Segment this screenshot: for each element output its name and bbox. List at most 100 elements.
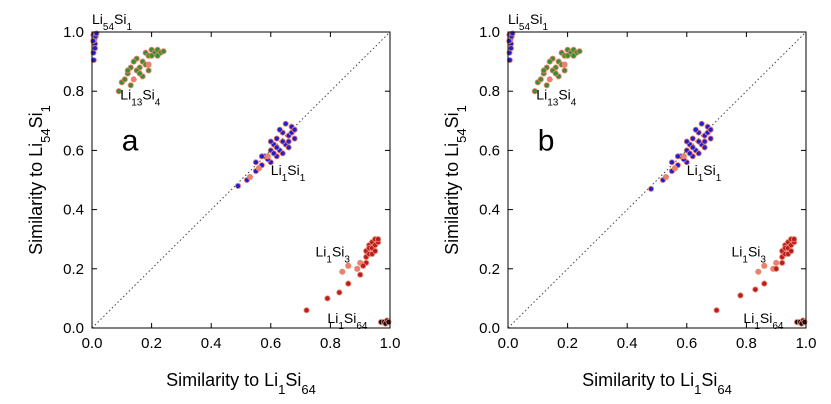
data-point xyxy=(345,280,352,287)
series-intermediate xyxy=(546,61,780,275)
data-point xyxy=(282,120,289,127)
data-point xyxy=(270,150,277,157)
y-axis-label: Similarity to Li54Si1 xyxy=(442,105,469,255)
y-tick-label: 0.4 xyxy=(479,202,500,219)
series-Li1Si1 xyxy=(234,120,298,189)
y-tick-label: 0.2 xyxy=(479,261,500,278)
chart-panel-b: 0.0 0.2 0.4 0.6 0.8 1.0 0.0 0.2 0.4 0.6 0.8 1.0 Simi… xyxy=(416,0,831,404)
annotation-label: Li1Si1 xyxy=(687,162,722,184)
x-tick-label: 0.8 xyxy=(736,335,757,352)
data-point xyxy=(234,182,242,189)
data-point xyxy=(552,70,559,77)
annotation-label: Li1Si64 xyxy=(743,310,783,332)
data-point xyxy=(258,153,265,160)
x-axis-label: Similarity to Li1Si64 xyxy=(582,370,732,397)
data-point xyxy=(674,153,681,160)
data-point xyxy=(701,138,708,145)
data-point xyxy=(788,247,795,255)
data-point xyxy=(124,67,131,74)
series-dilute xyxy=(713,265,780,314)
data-point xyxy=(360,262,367,269)
series-Li54Si1 xyxy=(506,30,516,64)
series-Li1Si64 xyxy=(378,317,392,327)
x-tick-label: 1.0 xyxy=(796,335,817,352)
data-point xyxy=(357,271,364,278)
y-tick-label: 1.0 xyxy=(63,24,84,41)
data-point xyxy=(273,135,280,142)
data-point xyxy=(564,52,571,59)
data-point xyxy=(324,295,331,302)
x-tick-label: 0.6 xyxy=(676,335,697,352)
data-point xyxy=(761,262,768,269)
data-point xyxy=(680,153,687,160)
data-point xyxy=(647,185,655,192)
data-point xyxy=(779,259,786,266)
plot-frame xyxy=(91,31,391,329)
annotation-label: Li1Si1 xyxy=(271,162,306,184)
y-tick-label: 1.0 xyxy=(479,24,500,41)
data-point xyxy=(91,45,99,52)
data-point xyxy=(279,138,286,145)
data-point xyxy=(773,265,780,272)
data-point xyxy=(267,138,274,145)
x-tick-label: 0.0 xyxy=(498,335,519,352)
y-tick-label: 0.8 xyxy=(479,83,500,100)
annotation-label: Li1Si64 xyxy=(327,310,367,332)
data-point xyxy=(761,280,768,287)
data-point xyxy=(689,135,696,142)
series-Li1Si64 xyxy=(794,317,808,327)
data-point xyxy=(279,150,286,157)
annotation-label: Li1Si3 xyxy=(316,244,351,266)
data-point xyxy=(561,61,568,68)
data-point xyxy=(291,126,298,133)
y-tick-label: 0.0 xyxy=(479,320,500,337)
x-tick-label: 0.2 xyxy=(557,335,578,352)
data-point xyxy=(546,58,553,65)
data-point xyxy=(148,52,155,59)
data-point xyxy=(543,82,550,89)
data-point xyxy=(303,307,310,314)
data-point xyxy=(662,173,669,181)
annotation-label: Li54Si1 xyxy=(508,11,548,33)
data-point xyxy=(154,52,161,59)
data-point xyxy=(695,138,702,145)
annotation-label: Li1Si3 xyxy=(732,244,767,266)
x-axis-label: Similarity to Li1Si64 xyxy=(166,370,316,397)
data-point xyxy=(683,138,690,145)
data-point xyxy=(707,126,714,133)
data-point xyxy=(698,120,705,127)
annotation-label: Li54Si1 xyxy=(92,11,132,33)
x-tick-label: 0.0 xyxy=(82,335,103,352)
data-point xyxy=(121,76,128,83)
data-point xyxy=(130,58,137,65)
y-tick-label: 0.2 xyxy=(63,261,84,278)
data-point xyxy=(561,67,568,74)
x-tick-label: 0.4 xyxy=(201,335,222,352)
data-point xyxy=(576,48,583,55)
x-tick-label: 0.2 xyxy=(141,335,162,352)
data-point xyxy=(668,159,675,166)
data-point xyxy=(537,76,544,83)
data-point xyxy=(686,150,693,157)
data-point xyxy=(372,247,379,255)
x-tick-label: 0.6 xyxy=(260,335,281,352)
data-point xyxy=(689,144,696,151)
y-tick-label: 0.4 xyxy=(63,202,84,219)
data-point xyxy=(546,76,553,83)
data-point xyxy=(692,126,699,133)
data-point xyxy=(354,265,361,272)
data-point xyxy=(507,45,515,52)
chart-panel-a: 0.0 0.2 0.4 0.6 0.8 1.0 0.0 0.2 0.4 0.6 0.8 1.0 Simi… xyxy=(26,11,400,397)
series-intermediate xyxy=(130,61,364,275)
data-point xyxy=(701,144,708,151)
data-point xyxy=(276,126,283,133)
data-point xyxy=(285,138,292,145)
data-point xyxy=(90,37,97,44)
data-point xyxy=(115,88,122,95)
data-point xyxy=(160,48,167,55)
data-point xyxy=(791,236,798,243)
y-axis-label: Similarity to Li54Si1 xyxy=(26,105,53,255)
annotation-label: Li13Si4 xyxy=(120,87,160,109)
data-point xyxy=(531,88,538,95)
data-point xyxy=(755,268,762,275)
